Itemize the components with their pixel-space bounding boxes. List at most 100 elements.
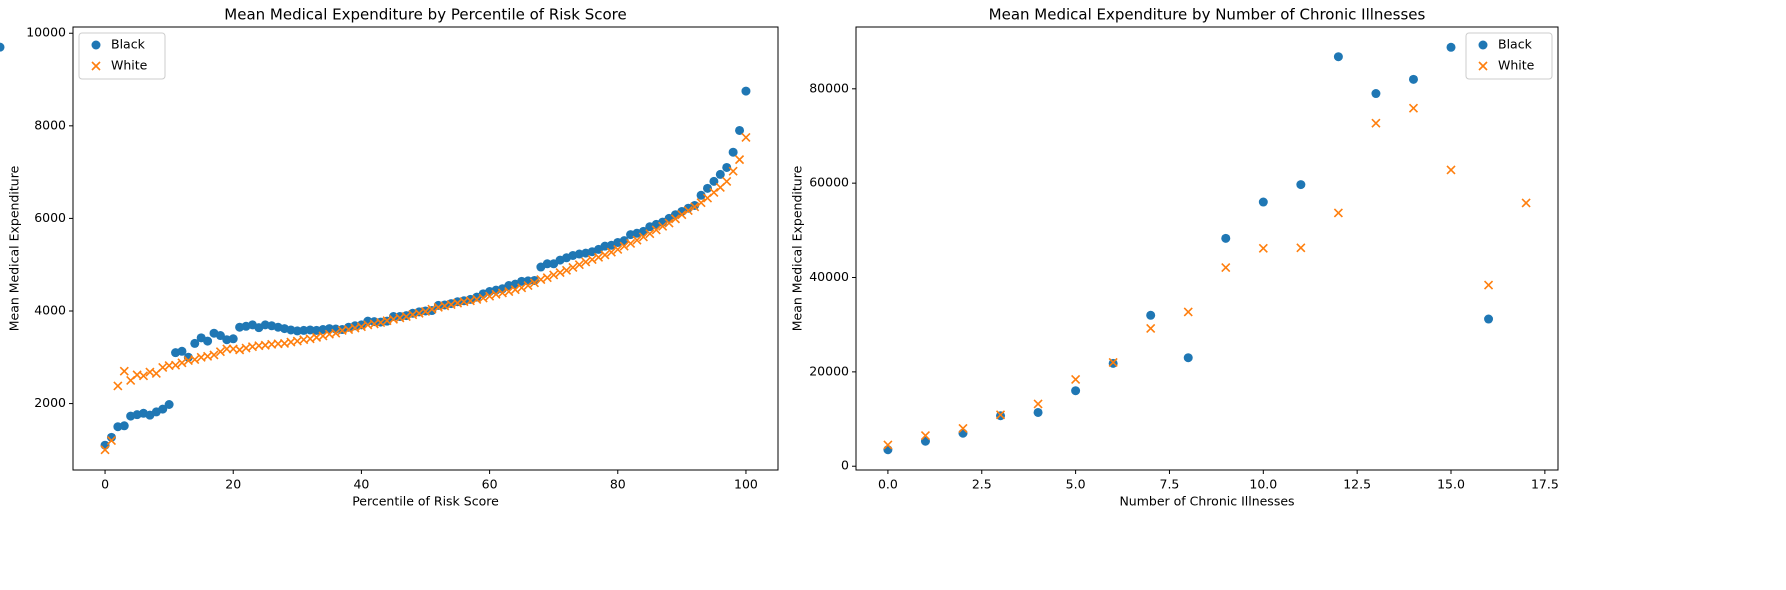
point (1371, 89, 1381, 99)
point (1484, 314, 1494, 324)
point (190, 355, 200, 365)
plot-area (73, 27, 778, 470)
legend-marker (91, 61, 101, 71)
point (318, 331, 328, 341)
point (433, 300, 443, 310)
y-tick-label: 2000 (34, 395, 66, 410)
point (1146, 323, 1156, 334)
point (215, 331, 225, 341)
point (920, 436, 930, 446)
point (1108, 357, 1118, 368)
point (529, 278, 540, 288)
point (722, 176, 732, 186)
x-tick-label: 20 (225, 477, 241, 492)
x-axis-label: Percentile of Risk Score (352, 494, 499, 509)
point (1221, 233, 1231, 243)
point (542, 259, 552, 269)
x-tick-label: 80 (610, 477, 626, 492)
point (170, 360, 181, 370)
point (510, 285, 520, 295)
point (883, 445, 893, 455)
point (696, 198, 706, 208)
point (632, 235, 642, 245)
point (600, 250, 610, 260)
point (651, 225, 661, 235)
axes-frame (72, 26, 779, 471)
point (164, 399, 174, 409)
point (1258, 243, 1268, 253)
point (235, 345, 245, 355)
point (376, 317, 386, 328)
point (356, 322, 366, 332)
point (883, 440, 893, 450)
chart-title: Mean Medical Expenditure by Number of Ch… (989, 6, 1426, 24)
point (741, 132, 751, 142)
point (1371, 118, 1381, 128)
x-tick-label: 100 (734, 477, 758, 492)
point (119, 421, 129, 431)
y-axis-label: Mean Medical Expenditure (790, 165, 805, 331)
point (683, 205, 693, 216)
point (613, 244, 623, 254)
point (100, 440, 110, 450)
x-tick-label: 10.0 (1249, 477, 1277, 492)
point (478, 293, 488, 303)
point (177, 346, 187, 356)
point (1296, 180, 1306, 190)
y-tick-label: 10000 (26, 25, 66, 40)
point (517, 283, 527, 293)
point (1183, 307, 1193, 317)
point (1033, 407, 1043, 417)
point (209, 350, 219, 360)
point (401, 311, 411, 322)
point (995, 410, 1006, 420)
point (523, 280, 533, 291)
point (741, 86, 751, 96)
point (1221, 263, 1231, 273)
point (645, 229, 655, 239)
point (561, 265, 572, 275)
point (331, 328, 341, 338)
point (485, 291, 495, 301)
y-tick-label: 40000 (809, 269, 849, 284)
y-tick-label: 8000 (34, 117, 66, 132)
point (920, 430, 931, 441)
legend-marker (91, 40, 101, 50)
x-tick-label: 5.0 (1066, 477, 1086, 492)
point (958, 423, 968, 434)
point (1408, 103, 1419, 113)
point (138, 371, 149, 381)
point (414, 308, 424, 318)
point (735, 125, 745, 135)
point (119, 366, 129, 376)
point (670, 214, 681, 224)
x-tick-label: 2.5 (972, 477, 992, 492)
x-tick-label: 17.5 (1531, 477, 1559, 492)
point (1071, 374, 1081, 384)
point (100, 445, 110, 455)
point (690, 202, 700, 212)
point (427, 304, 437, 314)
x-tick-label: 15.0 (1437, 477, 1465, 492)
point (1296, 243, 1306, 253)
point (215, 347, 225, 357)
point (703, 183, 712, 193)
point (305, 325, 315, 335)
point (1446, 165, 1456, 175)
point (299, 325, 309, 335)
point (690, 200, 700, 210)
y-tick-label: 60000 (809, 175, 849, 190)
point (606, 247, 616, 257)
point (696, 190, 706, 200)
point (1183, 353, 1193, 363)
legend-box (1465, 32, 1553, 80)
point (536, 274, 546, 285)
point (504, 286, 514, 297)
point (1483, 280, 1494, 290)
point (228, 334, 238, 344)
plot-area (856, 27, 1558, 470)
point (638, 232, 648, 242)
point (555, 268, 565, 278)
chart-title: Mean Medical Expenditure by Percentile o… (224, 6, 626, 24)
